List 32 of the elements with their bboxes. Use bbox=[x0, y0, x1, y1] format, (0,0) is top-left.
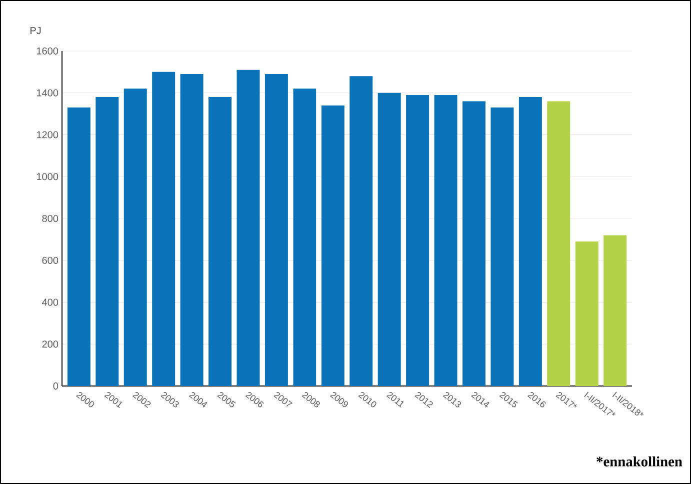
bar bbox=[321, 105, 344, 386]
bar bbox=[96, 97, 119, 386]
y-tick-label: 200 bbox=[42, 340, 58, 348]
bar bbox=[152, 72, 176, 386]
bar bbox=[490, 108, 514, 386]
y-tick-label: 1000 bbox=[37, 173, 58, 180]
bar bbox=[434, 94, 458, 386]
bar bbox=[350, 76, 373, 386]
bar bbox=[236, 70, 260, 386]
y-tick-label: 400 bbox=[42, 298, 58, 306]
bar bbox=[547, 101, 570, 386]
bar bbox=[67, 108, 90, 386]
bar bbox=[293, 88, 316, 386]
bar bbox=[518, 97, 542, 386]
bar bbox=[462, 101, 486, 386]
x-tick-label: 2007 bbox=[274, 392, 292, 407]
bar bbox=[124, 88, 147, 386]
y-tick-label: 1600 bbox=[37, 47, 58, 55]
bar bbox=[604, 235, 627, 386]
y-tick-label: 1200 bbox=[37, 131, 58, 138]
bar bbox=[264, 74, 288, 386]
text: *ennakollinen bbox=[596, 456, 682, 466]
bar bbox=[575, 242, 598, 386]
bar bbox=[208, 97, 232, 386]
y-tick-label: 0 bbox=[53, 382, 58, 390]
y-tick-label: 800 bbox=[42, 214, 58, 222]
bar bbox=[406, 94, 430, 386]
bar bbox=[180, 74, 204, 386]
y-axis-title: PJ bbox=[30, 27, 41, 34]
y-tick-label: 600 bbox=[42, 256, 58, 264]
y-tick-label: 1400 bbox=[37, 89, 58, 96]
bar bbox=[378, 92, 401, 386]
